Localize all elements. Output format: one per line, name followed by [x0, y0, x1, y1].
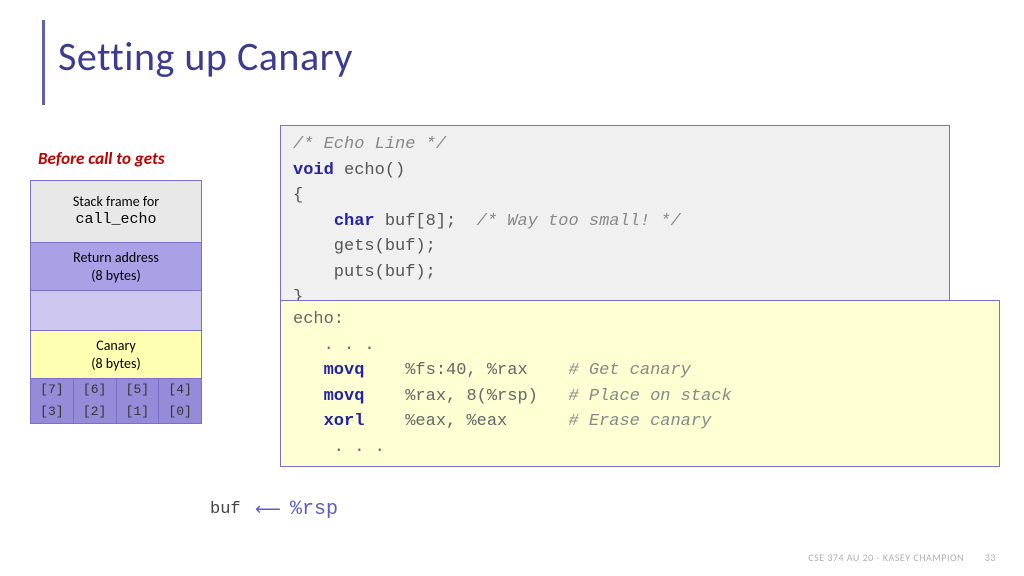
stack-diagram: Stack frame forcall_echoReturn address(8… [30, 180, 202, 424]
code-line: . . . [293, 333, 987, 359]
code-line: puts(buf); [293, 260, 937, 286]
code-line: void echo() [293, 158, 937, 184]
code-line: . . . [293, 435, 987, 461]
stack-buf-cell: [5] [117, 379, 160, 401]
stack-buf-cell: [6] [74, 379, 117, 401]
code-line: movq %fs:40, %rax # Get canary [293, 358, 987, 384]
stack-frame: Stack frame forcall_echo [31, 181, 201, 243]
stack-buf-cell: [3] [31, 401, 74, 423]
c-code-box: /* Echo Line */void echo(){ char buf[8];… [280, 125, 950, 318]
asm-code-box: echo: . . . movq %fs:40, %rax # Get cana… [280, 300, 1000, 467]
rsp-arrow-icon: ⟵ [255, 498, 281, 520]
code-line: /* Echo Line */ [293, 132, 937, 158]
stack-buf-cell: [4] [159, 379, 201, 401]
code-line: echo: [293, 307, 987, 333]
code-line: movq %rax, 8(%rsp) # Place on stack [293, 384, 987, 410]
stack-frame: Canary(8 bytes) [31, 331, 201, 379]
stack-buf-row: [3][2][1][0] [31, 401, 201, 423]
page-title: Setting up Canary [58, 32, 353, 81]
stack-buf-cell: [2] [74, 401, 117, 423]
code-line: char buf[8]; /* Way too small! */ [293, 209, 937, 235]
subhead-before-call: Before call to gets [38, 148, 165, 169]
code-line: xorl %eax, %eax # Erase canary [293, 409, 987, 435]
rsp-register-label: %rsp [290, 498, 338, 521]
code-line: gets(buf); [293, 234, 937, 260]
buf-label: buf [210, 500, 241, 519]
footer-text: CSE 374 AU 20 - KASEY CHAMPION [808, 551, 964, 564]
stack-buf-cell: [1] [117, 401, 160, 423]
stack-buf-row: [7][6][5][4] [31, 379, 201, 401]
stack-buf-cell: [0] [159, 401, 201, 423]
code-line: { [293, 183, 937, 209]
stack-frame [31, 291, 201, 331]
title-accent-bar [42, 20, 45, 105]
stack-buf-cell: [7] [31, 379, 74, 401]
page-number: 33 [985, 551, 996, 564]
slide-footer: CSE 374 AU 20 - KASEY CHAMPION 33 [808, 551, 996, 564]
stack-frame: Return address(8 bytes) [31, 243, 201, 291]
